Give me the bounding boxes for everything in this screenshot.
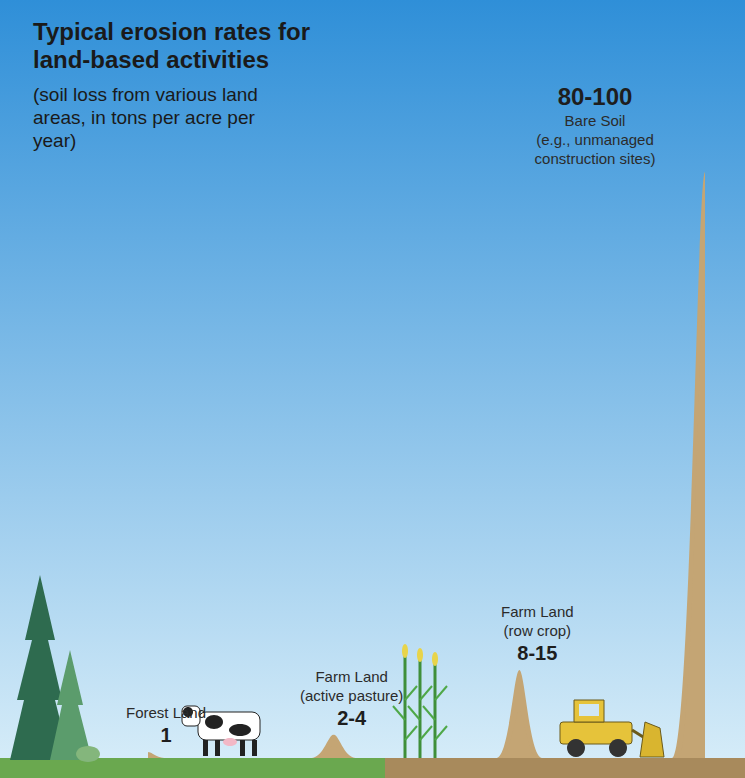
svg-text:Farm Land: Farm Land — [315, 668, 388, 685]
svg-text:80-100: 80-100 — [558, 83, 633, 110]
svg-text:(e.g., unmanaged: (e.g., unmanaged — [536, 131, 654, 148]
svg-text:(row crop): (row crop) — [504, 622, 572, 639]
svg-text:areas, in tons per acre per: areas, in tons per acre per — [33, 107, 260, 128]
svg-text:(active pasture): (active pasture) — [300, 687, 403, 704]
svg-text:Farm Land: Farm Land — [501, 603, 574, 620]
svg-text:Bare Soil: Bare Soil — [565, 112, 626, 129]
svg-text:2-4: 2-4 — [337, 707, 367, 729]
svg-text:Typical erosion rates for: Typical erosion rates for — [33, 18, 317, 45]
svg-text:land-based activities: land-based activities — [33, 46, 269, 73]
svg-text:(soil loss from various land: (soil loss from various land — [33, 84, 263, 105]
svg-text:construction sites): construction sites) — [535, 150, 656, 167]
svg-text:8-15: 8-15 — [517, 642, 557, 664]
svg-text:year): year) — [33, 130, 76, 151]
svg-text:1: 1 — [160, 724, 171, 746]
svg-text:Forest Land: Forest Land — [126, 704, 206, 721]
